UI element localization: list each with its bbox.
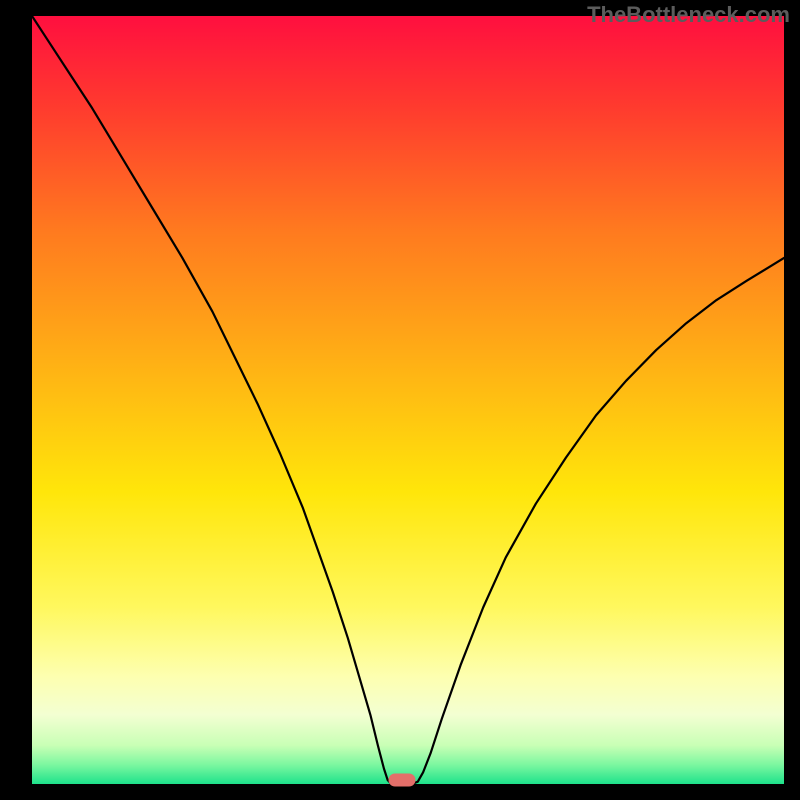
minimum-marker	[388, 774, 415, 787]
chart-stage: TheBottleneck.com	[0, 0, 800, 800]
bottleneck-chart	[32, 16, 784, 784]
watermark-text: TheBottleneck.com	[587, 2, 790, 28]
chart-background-gradient	[32, 16, 784, 784]
